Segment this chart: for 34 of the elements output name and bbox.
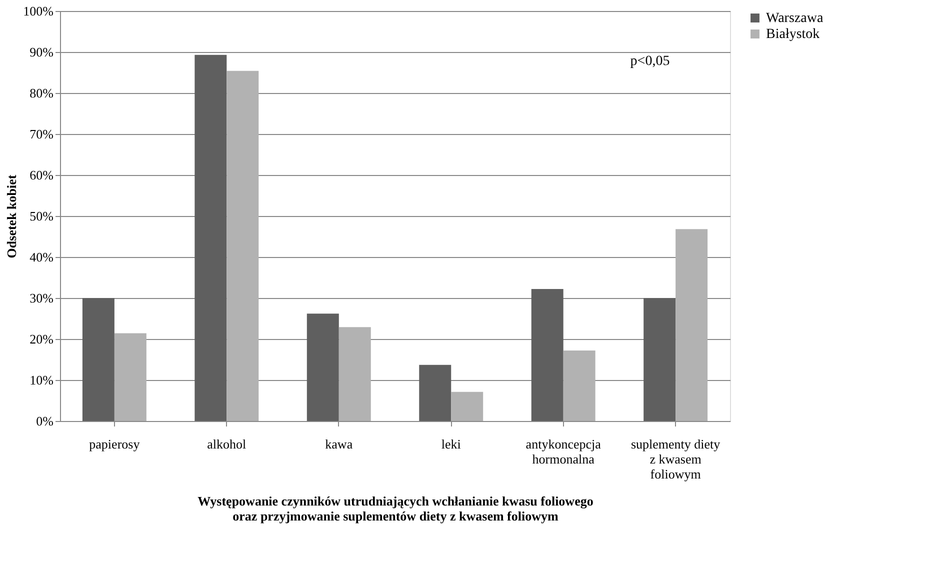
y-tick-label: 20% [30,332,54,346]
annotation: p<0,05 [630,54,670,69]
y-tick-label: 60% [30,168,54,182]
bar [338,327,371,421]
bar [114,333,146,421]
y-tick-label: 0% [36,414,54,428]
bar [82,298,114,421]
x-axis-title: Występowanie czynników utrudniających wchłanianie kwasu foliowego oraz przyjmowanie suplementów diety z kwasem foliowym [198,494,594,524]
x-tick-label: leki [441,436,462,452]
y-tick-label: 100% [23,4,54,18]
y-axis-title: Odsetek kobiet [4,174,20,258]
bar [451,392,484,421]
y-tick-label: 50% [30,208,54,224]
y-tick-label: 90% [30,44,54,60]
bar [563,350,596,421]
x-tick-label: antykoncepcja hormonalna [526,436,602,466]
x-tick-label: alkohol [207,436,247,452]
x-tick-label: suplementy diety z kwasem foliowym [630,436,721,482]
y-tick-label: 70% [30,126,54,142]
bar [306,314,339,421]
bar [419,364,452,421]
legend-label: Białystok [766,27,820,42]
y-tick-label: 80% [30,86,54,100]
y-tick-label: 10% [30,372,54,388]
bar [531,288,564,421]
legend-label: Warszawa [766,11,824,26]
x-tick-label: kawa [325,436,353,452]
x-tick-label: papierosy [89,436,140,452]
y-tick-label: 40% [30,250,54,264]
bar [226,70,259,421]
bar [194,54,227,421]
y-tick-label: 30% [30,290,54,306]
bar [644,298,676,421]
bar [676,229,708,421]
